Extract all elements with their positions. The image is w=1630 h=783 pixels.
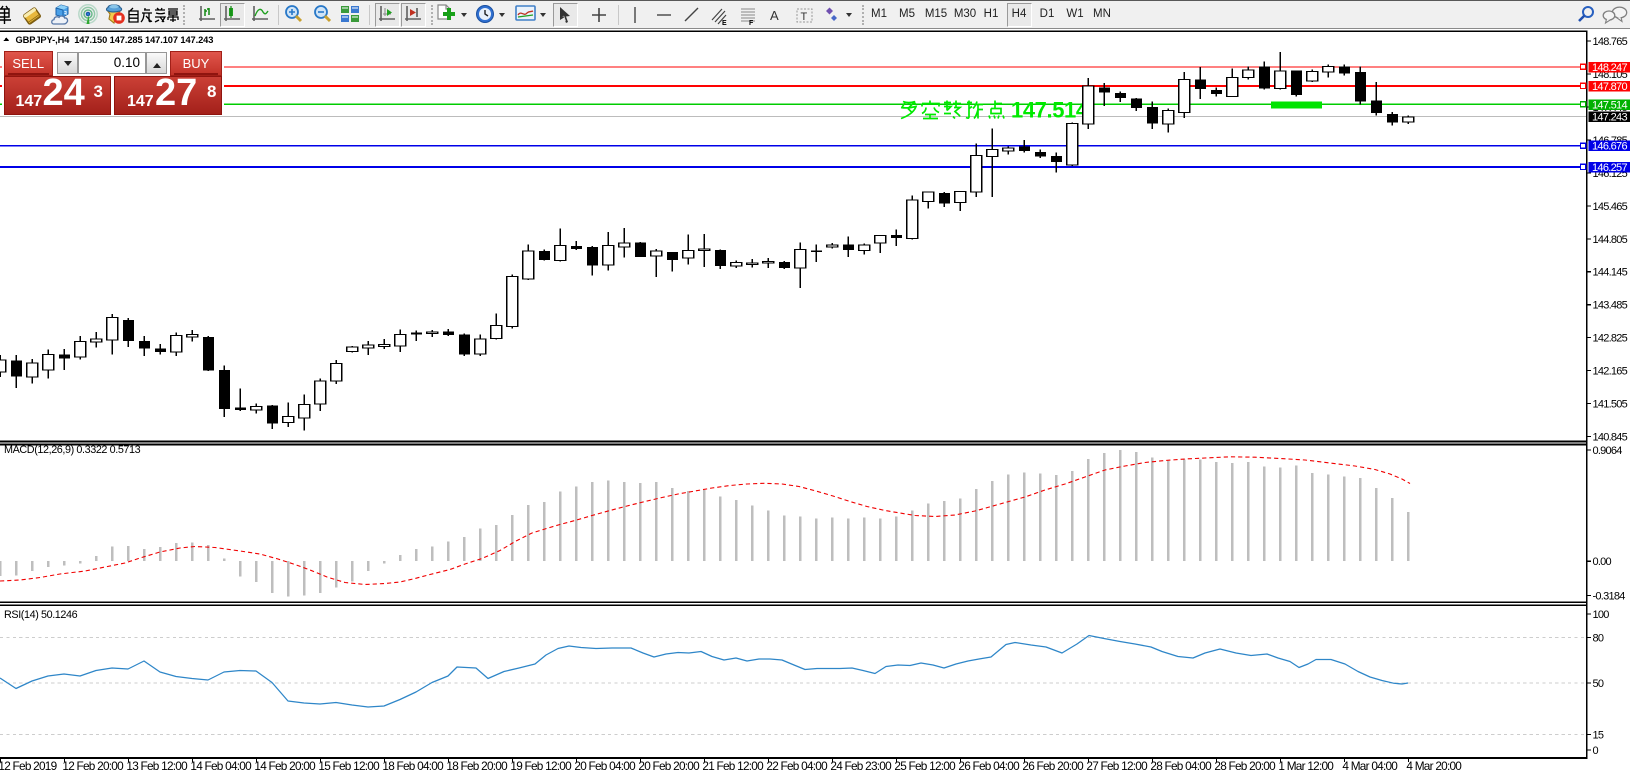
svg-text:25 Feb 12:00: 25 Feb 12:00 (894, 759, 956, 773)
svg-text:144.805: 144.805 (1593, 234, 1628, 246)
svg-text:147.243: 147.243 (1592, 112, 1627, 124)
svg-text:140.845: 140.845 (1593, 432, 1628, 444)
svg-text:142.825: 142.825 (1593, 333, 1628, 345)
svg-text:13 Feb 12:00: 13 Feb 12:00 (126, 759, 188, 773)
svg-text:143.485: 143.485 (1593, 300, 1628, 312)
svg-text:147.514: 147.514 (1592, 99, 1627, 111)
svg-text:15 Feb 12:00: 15 Feb 12:00 (318, 759, 380, 773)
svg-text:18 Feb 04:00: 18 Feb 04:00 (382, 759, 444, 773)
svg-text:0.00: 0.00 (1593, 556, 1612, 568)
svg-text:GBPJPY-,H4 147.150 147.285 14: GBPJPY-,H4 147.150 147.285 147.107 147.2… (16, 35, 214, 45)
svg-text:0: 0 (1593, 745, 1599, 757)
svg-text:100: 100 (1593, 609, 1610, 621)
svg-text:141.505: 141.505 (1593, 399, 1628, 411)
svg-text:145.465: 145.465 (1593, 201, 1628, 213)
svg-text:148.247: 148.247 (1592, 62, 1627, 74)
svg-text:28 Feb 20:00: 28 Feb 20:00 (1214, 759, 1276, 773)
svg-text:26 Feb 04:00: 26 Feb 04:00 (958, 759, 1020, 773)
svg-text:148.765: 148.765 (1593, 36, 1628, 48)
svg-text:28 Feb 04:00: 28 Feb 04:00 (1150, 759, 1212, 773)
svg-text:A: A (770, 8, 779, 23)
svg-text:146.257: 146.257 (1592, 162, 1627, 174)
svg-text:18 Feb 20:00: 18 Feb 20:00 (446, 759, 508, 773)
svg-text:0.9064: 0.9064 (1593, 445, 1623, 457)
svg-text:4 Mar 04:00: 4 Mar 04:00 (1342, 759, 1398, 773)
svg-text:RSI(14) 50.1246: RSI(14) 50.1246 (4, 609, 78, 621)
svg-text:14 Feb 20:00: 14 Feb 20:00 (254, 759, 316, 773)
svg-text:27 Feb 12:00: 27 Feb 12:00 (1086, 759, 1148, 773)
svg-text:144.145: 144.145 (1593, 267, 1628, 279)
svg-text:14 Feb 04:00: 14 Feb 04:00 (190, 759, 252, 773)
svg-text:12 Feb 20:00: 12 Feb 20:00 (62, 759, 124, 773)
svg-text:T: T (801, 11, 808, 23)
svg-text:80: 80 (1593, 633, 1604, 645)
svg-text:4 Mar 20:00: 4 Mar 20:00 (1406, 759, 1462, 773)
svg-text:15: 15 (1593, 730, 1604, 742)
svg-text:19 Feb 12:00: 19 Feb 12:00 (510, 759, 572, 773)
svg-text:22 Feb 04:00: 22 Feb 04:00 (766, 759, 828, 773)
svg-text:E: E (722, 20, 727, 27)
svg-text:21 Feb 12:00: 21 Feb 12:00 (702, 759, 764, 773)
svg-text:146.676: 146.676 (1592, 141, 1627, 153)
svg-text:50: 50 (1593, 678, 1604, 690)
svg-text:F: F (749, 20, 754, 27)
svg-text:26 Feb 20:00: 26 Feb 20:00 (1022, 759, 1084, 773)
svg-text:142.165: 142.165 (1593, 366, 1628, 378)
svg-text:20 Feb 04:00: 20 Feb 04:00 (574, 759, 636, 773)
svg-text:20 Feb 20:00: 20 Feb 20:00 (638, 759, 700, 773)
svg-text:1 Mar 12:00: 1 Mar 12:00 (1278, 759, 1334, 773)
svg-text:MACD(12,26,9) 0.3322 0.5713: MACD(12,26,9) 0.3322 0.5713 (4, 444, 141, 456)
svg-text:147.870: 147.870 (1592, 81, 1627, 93)
svg-text:147.514: 147.514 (1011, 98, 1089, 123)
svg-text:24 Feb 23:00: 24 Feb 23:00 (830, 759, 892, 773)
svg-text:12 Feb 2019: 12 Feb 2019 (0, 759, 57, 773)
svg-text:-0.3184: -0.3184 (1593, 591, 1626, 603)
